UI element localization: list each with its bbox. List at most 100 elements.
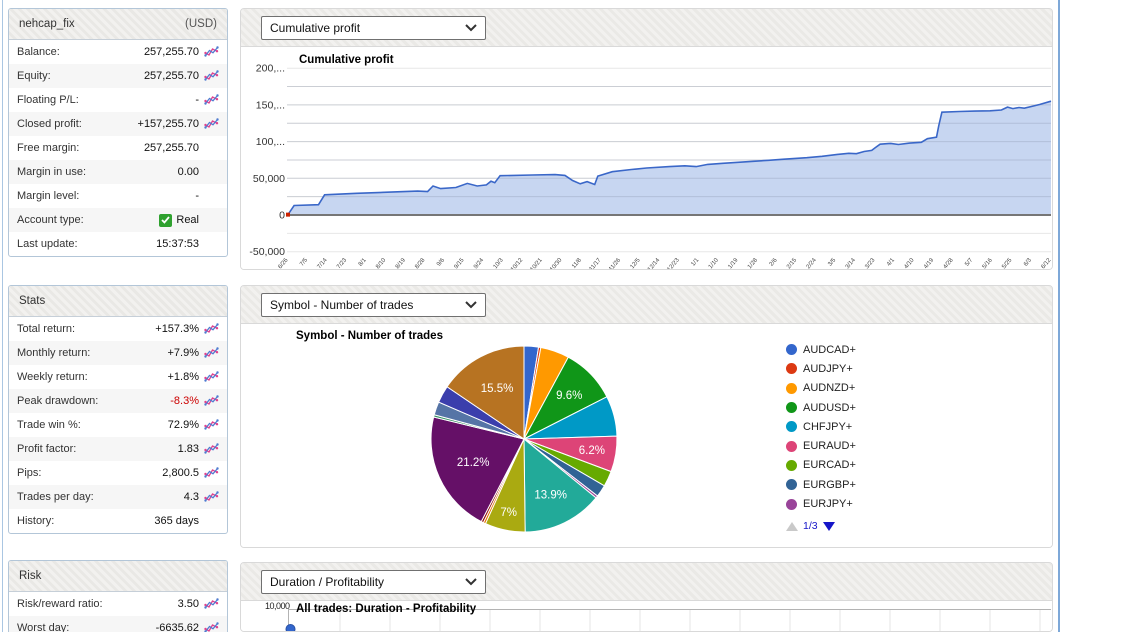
pie-slice xyxy=(523,437,597,533)
open-chart-button[interactable] xyxy=(202,622,219,632)
svg-text:4/28: 4/28 xyxy=(943,257,956,269)
legend-page-down-icon[interactable] xyxy=(822,521,835,531)
pie-slice-label: 13.9% xyxy=(534,489,567,501)
open-chart-button[interactable] xyxy=(202,419,219,431)
pie-slice xyxy=(430,416,525,523)
sparkline-icon[interactable] xyxy=(204,118,219,130)
panel-account: nehcap_fix (USD) Balance: 257,255.70 Equity:… xyxy=(8,8,228,257)
legend-item: AUDJPY+ xyxy=(786,359,856,378)
stat-label: Peak drawdown: xyxy=(17,395,99,407)
sparkline-icon[interactable] xyxy=(204,46,219,58)
chart-title: Cumulative profit xyxy=(299,54,394,66)
stat-row: Risk/reward ratio: 3.50 xyxy=(9,592,227,616)
chart-type-select-cumulative[interactable]: Cumulative profit xyxy=(261,16,486,40)
svg-text:3/23: 3/23 xyxy=(864,257,877,269)
sparkline-icon[interactable] xyxy=(204,70,219,82)
svg-text:7/5: 7/5 xyxy=(299,257,309,268)
icon-spacer xyxy=(202,166,219,178)
sparkline-icon[interactable] xyxy=(204,94,219,106)
stat-row: Balance: 257,255.70 xyxy=(9,40,227,64)
stat-label: Trades per day: xyxy=(17,491,94,503)
svg-text:12/14: 12/14 xyxy=(647,257,662,269)
open-chart-button[interactable] xyxy=(202,491,219,503)
chevron-down-icon xyxy=(465,24,477,32)
stat-label: Closed profit: xyxy=(17,118,82,130)
sparkline-icon[interactable] xyxy=(204,491,219,503)
svg-text:5/7: 5/7 xyxy=(964,257,974,268)
open-chart-button[interactable] xyxy=(202,467,219,479)
panel-title: nehcap_fix xyxy=(19,18,75,30)
svg-text:2/15: 2/15 xyxy=(786,257,799,269)
sparkline-icon[interactable] xyxy=(204,598,219,610)
stat-row: Monthly return: +7.9% xyxy=(9,341,227,365)
stat-label: Margin level: xyxy=(17,190,80,202)
stat-label: Weekly return: xyxy=(17,371,88,383)
duration-profitability-plot xyxy=(285,609,1051,631)
open-chart-button[interactable] xyxy=(202,70,219,82)
stat-value: 1.83 xyxy=(177,443,199,455)
open-chart-button[interactable] xyxy=(202,371,219,383)
legend-label: AUDUSD+ xyxy=(803,401,856,414)
stat-label: Pips: xyxy=(17,467,42,479)
svg-text:4/10: 4/10 xyxy=(903,257,916,269)
open-chart-button[interactable] xyxy=(202,94,219,106)
stat-row: Profit factor: 1.83 xyxy=(9,437,227,461)
stat-row: Worst day: -6635.62 xyxy=(9,616,227,632)
pie-legend: AUDCAD+ AUDJPY+ AUDNZD+ AUDUSD+ CHFJPY+ EURAU… xyxy=(786,340,856,514)
stat-value: 365 days xyxy=(154,515,199,527)
chevron-down-icon xyxy=(465,301,477,309)
svg-text:12/5: 12/5 xyxy=(630,257,643,269)
open-chart-button[interactable] xyxy=(202,46,219,58)
svg-text:9/15: 9/15 xyxy=(454,257,467,269)
stat-row: Free margin: 257,255.70 xyxy=(9,136,227,160)
chart-type-select-symbol[interactable]: Symbol - Number of trades xyxy=(261,293,486,317)
sparkline-icon[interactable] xyxy=(204,395,219,407)
chart-type-select-duration[interactable]: Duration / Profitability xyxy=(261,570,486,594)
open-chart-button[interactable] xyxy=(202,323,219,335)
legend-label: CHFJPY+ xyxy=(803,420,853,433)
stat-label: Monthly return: xyxy=(17,347,91,359)
svg-text:3/14: 3/14 xyxy=(845,257,858,269)
section-symbol-trades: Symbol - Number of trades Symbol - Numbe… xyxy=(240,285,1053,548)
svg-text:11/26: 11/26 xyxy=(608,257,622,269)
sparkline-icon[interactable] xyxy=(204,419,219,431)
svg-text:150,...: 150,... xyxy=(256,99,285,111)
legend-item: EURAUD+ xyxy=(786,436,856,455)
panel-stats: Stats Total return: +157.3% Monthly return:… xyxy=(8,285,228,534)
select-value: Cumulative profit xyxy=(270,21,361,35)
legend-color-dot-icon xyxy=(786,479,797,491)
sparkline-icon[interactable] xyxy=(204,323,219,335)
legend-item: CHFJPY+ xyxy=(786,417,856,436)
svg-text:8/10: 8/10 xyxy=(375,257,388,269)
panel-title-right: (USD) xyxy=(185,18,217,30)
svg-text:8/1: 8/1 xyxy=(358,257,368,268)
select-value: Duration / Profitability xyxy=(270,575,385,589)
svg-text:10/3: 10/3 xyxy=(493,257,506,269)
legend-item: EURCAD+ xyxy=(786,456,856,475)
open-chart-button[interactable] xyxy=(202,395,219,407)
stat-value: +7.9% xyxy=(167,347,200,359)
svg-text:1/19: 1/19 xyxy=(727,257,740,269)
sparkline-icon[interactable] xyxy=(204,347,219,359)
legend-page-up-icon[interactable] xyxy=(786,521,798,531)
open-chart-button[interactable] xyxy=(202,443,219,455)
svg-text:2/6: 2/6 xyxy=(769,257,779,268)
duration-chart: 10,000 All trades: Duration - Profitabil… xyxy=(241,601,1052,631)
stat-label: Last update: xyxy=(17,238,78,250)
sparkline-icon[interactable] xyxy=(204,622,219,632)
svg-text:9/6: 9/6 xyxy=(436,257,446,268)
svg-text:4/19: 4/19 xyxy=(923,257,936,269)
stat-row: Weekly return: +1.8% xyxy=(9,365,227,389)
pie-slice-label: 21.2% xyxy=(457,457,490,469)
sparkline-icon[interactable] xyxy=(204,371,219,383)
stat-row: Margin in use: 0.00 xyxy=(9,160,227,184)
open-chart-button[interactable] xyxy=(202,598,219,610)
open-chart-button[interactable] xyxy=(202,118,219,130)
sparkline-icon[interactable] xyxy=(204,443,219,455)
stat-value: 15:37:53 xyxy=(156,238,199,250)
open-chart-button[interactable] xyxy=(202,347,219,359)
y-axis-top-label: 10,000 xyxy=(265,601,290,611)
sparkline-icon[interactable] xyxy=(204,467,219,479)
